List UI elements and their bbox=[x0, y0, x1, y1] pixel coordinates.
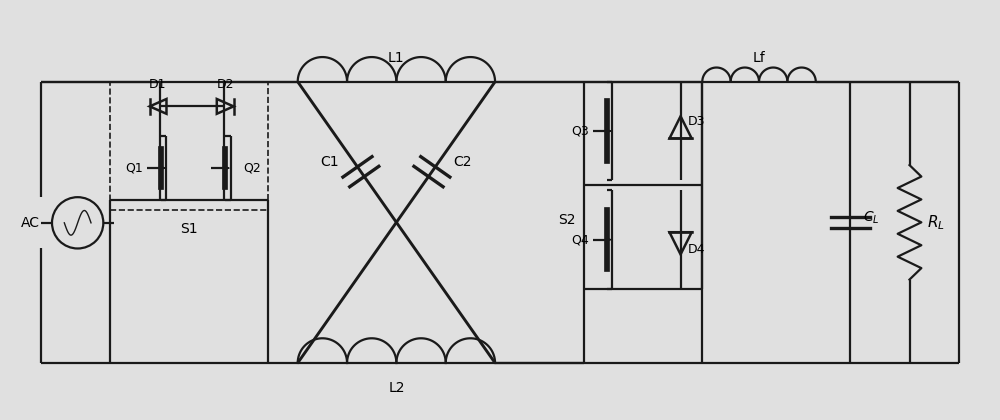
Text: AC: AC bbox=[21, 216, 40, 230]
Text: D3: D3 bbox=[687, 115, 705, 128]
Text: S1: S1 bbox=[180, 222, 198, 236]
Text: D4: D4 bbox=[687, 243, 705, 256]
Text: Q3: Q3 bbox=[571, 125, 589, 138]
Text: D1: D1 bbox=[149, 78, 166, 91]
Text: C1: C1 bbox=[321, 155, 339, 169]
Text: $C_L$: $C_L$ bbox=[863, 209, 880, 226]
Text: $R_L$: $R_L$ bbox=[927, 213, 945, 232]
Text: Lf: Lf bbox=[753, 51, 765, 65]
Text: Q2: Q2 bbox=[243, 162, 261, 175]
Text: S2: S2 bbox=[558, 213, 576, 227]
Text: L2: L2 bbox=[388, 381, 405, 395]
Text: L1: L1 bbox=[388, 51, 405, 65]
Text: D2: D2 bbox=[217, 78, 234, 91]
Bar bbox=[110, 82, 268, 210]
Text: Q1: Q1 bbox=[125, 162, 143, 175]
Text: Q4: Q4 bbox=[571, 233, 589, 246]
Text: C2: C2 bbox=[454, 155, 472, 169]
Bar bbox=[584, 82, 702, 289]
